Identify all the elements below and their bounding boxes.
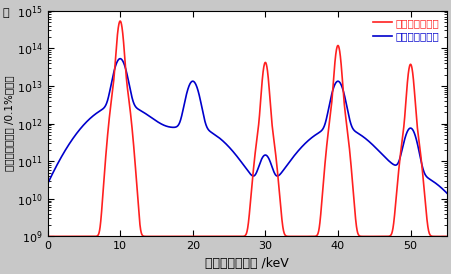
X-axis label: 光子エネルギー /keV: 光子エネルギー /keV	[205, 257, 289, 270]
現在の放射光源	[45, 181, 51, 185]
現在の放射光源	[65, 144, 71, 148]
次世代放射光源	[45, 235, 51, 238]
現在の放射光源	[117, 57, 123, 60]
Text: 屋: 屋	[2, 8, 9, 18]
次世代放射光源	[281, 231, 287, 234]
現在の放射光源	[362, 136, 368, 140]
次世代放射光源	[117, 19, 123, 23]
次世代放射光源	[190, 235, 195, 238]
現在の放射光源	[281, 168, 287, 171]
次世代放射光源	[444, 235, 450, 238]
次世代放射光源	[65, 235, 71, 238]
Line: 次世代放射光源: 次世代放射光源	[48, 21, 447, 236]
次世代放射光源	[362, 235, 368, 238]
次世代放射光源	[341, 96, 346, 99]
Y-axis label: 光子フラックス /0.1%バンド: 光子フラックス /0.1%バンド	[4, 76, 14, 172]
Line: 現在の放射光源: 現在の放射光源	[48, 59, 447, 193]
現在の放射光源	[341, 91, 346, 94]
現在の放射光源	[190, 79, 195, 83]
現在の放射光源	[444, 192, 450, 195]
次世代放射光源	[299, 235, 304, 238]
Legend: 次世代放射光源, 現在の放射光源: 次世代放射光源, 現在の放射光源	[371, 16, 442, 43]
現在の放射光源	[299, 146, 304, 149]
